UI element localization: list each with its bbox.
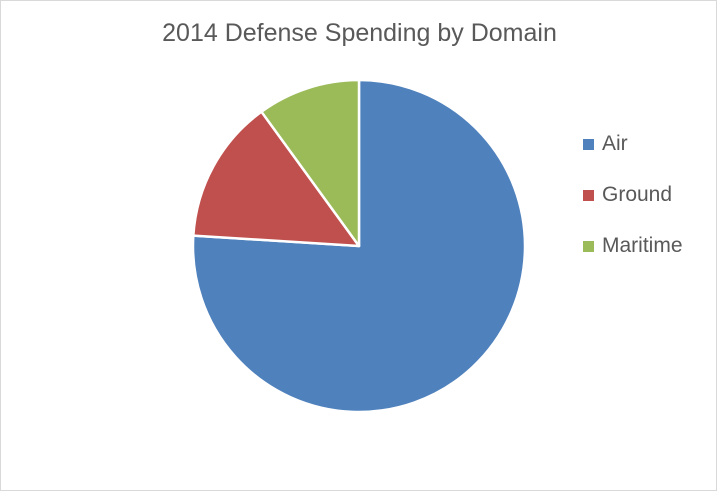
- legend-label: Ground: [602, 183, 673, 206]
- legend-item-maritime: Maritime: [583, 231, 683, 261]
- legend: Air Ground Maritime: [583, 129, 683, 282]
- legend-label: Air: [602, 132, 628, 155]
- legend-item-ground: Ground: [583, 180, 683, 210]
- legend-swatch: [583, 240, 594, 252]
- legend-label: Maritime: [602, 234, 683, 257]
- legend-item-air: Air: [583, 129, 683, 159]
- pie-slice-air: [191, 78, 527, 414]
- legend-swatch: [583, 138, 594, 150]
- chart-title: 2014 Defense Spending by Domain: [162, 19, 557, 47]
- pie-slice-maritime: [260, 78, 361, 248]
- legend-swatch: [583, 189, 594, 201]
- pie-slice-ground: [192, 110, 361, 248]
